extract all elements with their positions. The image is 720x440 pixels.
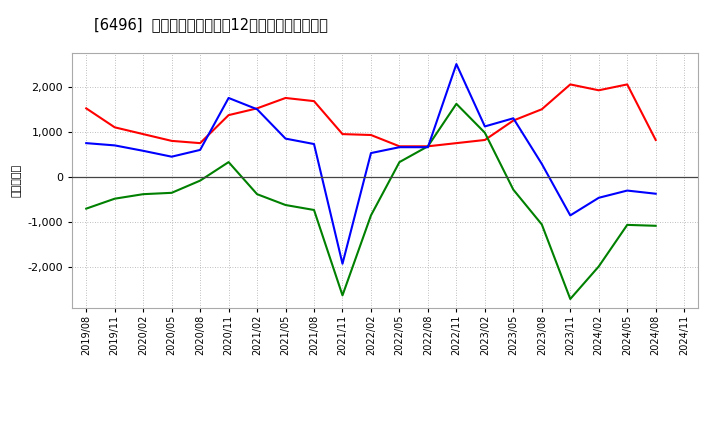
営業CF xyxy=(509,118,518,123)
フリーCF xyxy=(139,148,148,154)
営業CF xyxy=(623,82,631,87)
営業CF xyxy=(537,106,546,112)
営業CF xyxy=(196,140,204,146)
営業CF xyxy=(338,132,347,137)
フリーCF xyxy=(282,136,290,141)
Legend: 営業CF, 投資CF, フリーCF: 営業CF, 投資CF, フリーCF xyxy=(225,437,546,440)
投資CF xyxy=(423,143,432,149)
フリーCF xyxy=(82,140,91,146)
フリーCF xyxy=(253,106,261,112)
Text: [6496]  キャッシュフローの12か月移動合計の推移: [6496] キャッシュフローの12か月移動合計の推移 xyxy=(94,18,328,33)
フリーCF xyxy=(509,116,518,121)
Line: フリーCF: フリーCF xyxy=(86,64,656,264)
フリーCF xyxy=(310,141,318,147)
投資CF xyxy=(196,178,204,183)
投資CF xyxy=(452,101,461,106)
投資CF xyxy=(167,190,176,195)
営業CF xyxy=(652,137,660,143)
営業CF xyxy=(452,140,461,146)
フリーCF xyxy=(595,195,603,201)
投資CF xyxy=(395,159,404,165)
フリーCF xyxy=(196,147,204,153)
投資CF xyxy=(537,222,546,227)
投資CF xyxy=(366,213,375,218)
Line: 営業CF: 営業CF xyxy=(86,84,656,146)
営業CF xyxy=(82,106,91,111)
投資CF xyxy=(595,264,603,269)
フリーCF xyxy=(167,154,176,159)
フリーCF xyxy=(452,62,461,67)
フリーCF xyxy=(366,150,375,156)
営業CF xyxy=(423,143,432,149)
営業CF xyxy=(167,138,176,143)
フリーCF xyxy=(110,143,119,148)
フリーCF xyxy=(623,188,631,193)
営業CF xyxy=(366,132,375,138)
投資CF xyxy=(310,207,318,213)
投資CF xyxy=(225,159,233,165)
投資CF xyxy=(480,130,489,136)
フリーCF xyxy=(566,213,575,218)
投資CF xyxy=(110,196,119,202)
フリーCF xyxy=(338,261,347,266)
営業CF xyxy=(310,99,318,104)
投資CF xyxy=(82,206,91,211)
フリーCF xyxy=(537,161,546,167)
営業CF xyxy=(480,137,489,143)
営業CF xyxy=(225,113,233,118)
投資CF xyxy=(139,191,148,197)
投資CF xyxy=(652,223,660,228)
投資CF xyxy=(253,191,261,197)
営業CF xyxy=(395,143,404,149)
投資CF xyxy=(509,187,518,192)
営業CF xyxy=(282,95,290,101)
フリーCF xyxy=(480,124,489,129)
営業CF xyxy=(595,88,603,93)
営業CF xyxy=(253,106,261,111)
Line: 投資CF: 投資CF xyxy=(86,104,656,299)
投資CF xyxy=(623,222,631,227)
営業CF xyxy=(139,132,148,137)
営業CF xyxy=(110,125,119,130)
営業CF xyxy=(566,82,575,87)
フリーCF xyxy=(395,145,404,150)
投資CF xyxy=(566,296,575,301)
投資CF xyxy=(282,202,290,208)
フリーCF xyxy=(423,145,432,150)
投資CF xyxy=(338,293,347,298)
フリーCF xyxy=(652,191,660,196)
フリーCF xyxy=(225,95,233,101)
Y-axis label: （百万円）: （百万円） xyxy=(12,164,22,197)
